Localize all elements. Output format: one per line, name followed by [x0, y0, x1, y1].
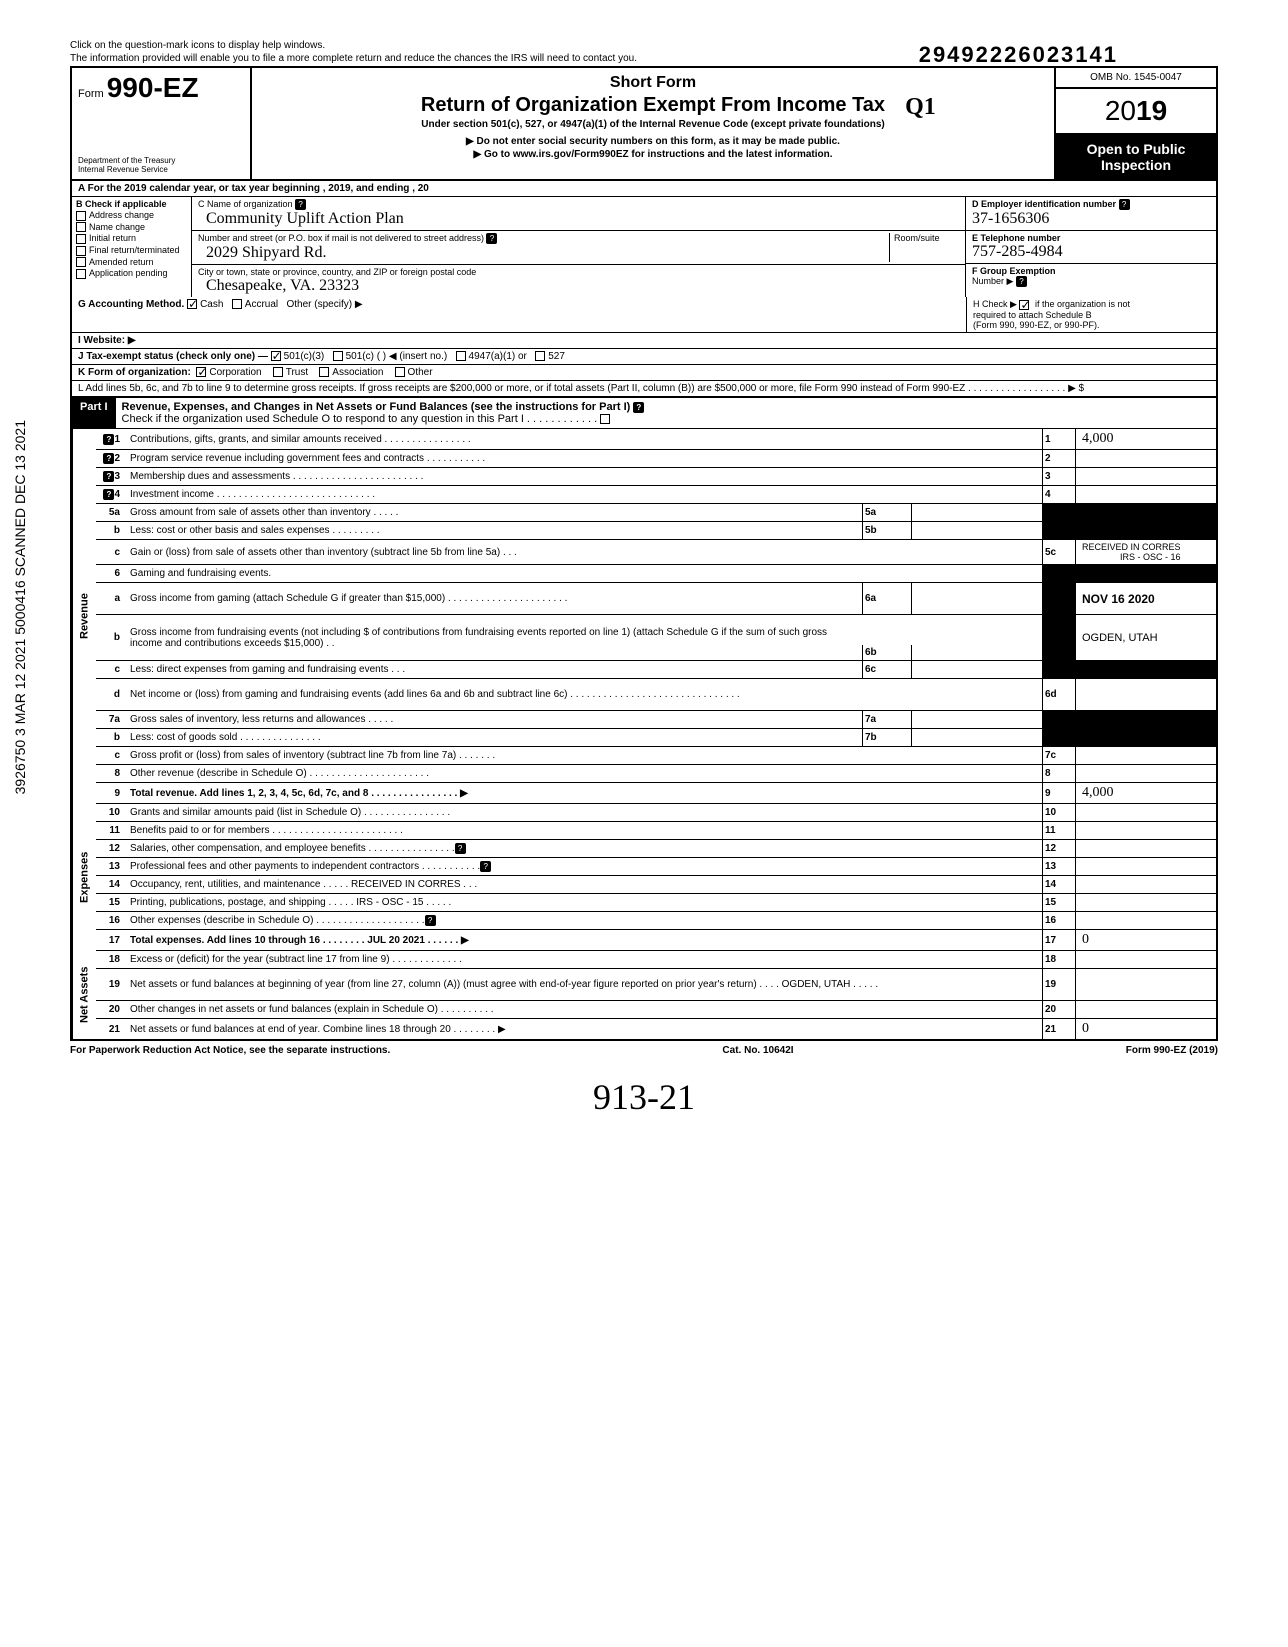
line-17: 17Total expenses. Add lines 10 through 1… [96, 930, 1216, 951]
revenue-label: Revenue [72, 429, 96, 804]
address-field[interactable]: Number and street (or P.O. box if mail i… [192, 231, 965, 265]
line-18: 18Excess or (deficit) for the year (subt… [96, 951, 1216, 969]
cb-501c3[interactable] [271, 351, 281, 361]
cb-accrual[interactable] [232, 299, 242, 309]
cb-final-return[interactable]: Final return/terminated [76, 245, 187, 256]
line-7a: 7a Gross sales of inventory, less return… [96, 711, 1216, 729]
line-9: 9 Total revenue. Add lines 1, 2, 3, 4, 5… [96, 783, 1216, 804]
document-locator-number: 29492226023141 [919, 42, 1118, 68]
city-field[interactable]: City or town, state or province, country… [192, 265, 965, 297]
hw-mark: Q1 [905, 94, 936, 121]
line-5c: c Gain or (loss) from sale of assets oth… [96, 540, 1216, 565]
cb-initial-return[interactable]: Initial return [76, 233, 187, 244]
part-1-header: Part I Revenue, Expenses, and Changes in… [70, 398, 1218, 429]
line-7c: c Gross profit or (loss) from sales of i… [96, 747, 1216, 765]
tax-year: 2019 [1056, 89, 1216, 135]
line-6c: c Less: direct expenses from gaming and … [96, 661, 1216, 679]
cb-address-change[interactable]: Address change [76, 210, 187, 221]
cb-name-change[interactable]: Name change [76, 222, 187, 233]
cb-4947[interactable] [456, 351, 466, 361]
expenses-section: Expenses 10Grants and similar amounts pa… [70, 804, 1218, 951]
line-15: 15Printing, publications, postage, and s… [96, 894, 1216, 912]
help-icon[interactable]: ? [1119, 199, 1130, 210]
cb-corporation[interactable] [196, 367, 206, 377]
row-i-website: I Website: ▶ [70, 333, 1218, 349]
line-6: 6 Gaming and fundraising events. [96, 565, 1216, 583]
form-title: Return of Organization Exempt From Incom… [262, 94, 1044, 117]
net-assets-section: Net Assets 18Excess or (deficit) for the… [70, 951, 1218, 1041]
help-icon[interactable]: ? [103, 489, 114, 500]
help-icon[interactable]: ? [103, 453, 114, 464]
row-h-schedule-b: H Check ▶ if the organization is not req… [966, 297, 1216, 332]
help-icon[interactable]: ? [1016, 276, 1027, 287]
row-k-org-form: K Form of organization: Corporation Trus… [70, 365, 1218, 381]
line-14: 14Occupancy, rent, utilities, and mainte… [96, 876, 1216, 894]
phone-field[interactable]: E Telephone number 757-285-4984 [966, 231, 1216, 264]
help-icon[interactable]: ? [295, 199, 306, 210]
line-19: 19Net assets or fund balances at beginni… [96, 969, 1216, 1001]
line-11: 11Benefits paid to or for members . . . … [96, 822, 1216, 840]
net-assets-label: Net Assets [72, 951, 96, 1039]
short-form-label: Short Form [262, 74, 1044, 92]
omb-number: OMB No. 1545-0047 [1056, 68, 1216, 89]
line-1: ? 1 Contributions, gifts, grants, and si… [96, 429, 1216, 450]
page-footer: For Paperwork Reduction Act Notice, see … [70, 1045, 1218, 1056]
ein-field[interactable]: D Employer identification number ? 37-16… [966, 197, 1216, 231]
revenue-section: Revenue ? 1 Contributions, gifts, grants… [70, 429, 1218, 804]
org-name-field[interactable]: C Name of organization ? Community Uplif… [192, 197, 965, 231]
help-icon[interactable]: ? [103, 434, 114, 445]
cb-association[interactable] [319, 367, 329, 377]
cb-cash[interactable] [187, 299, 197, 309]
cb-other[interactable] [395, 367, 405, 377]
cb-amended[interactable]: Amended return [76, 257, 187, 268]
section-b-checkboxes: B Check if applicable Address change Nam… [72, 197, 192, 297]
row-l-gross-receipts: L Add lines 5b, 6c, and 7b to line 9 to … [70, 381, 1218, 398]
help-icon[interactable]: ? [425, 915, 436, 926]
line-4: ? 4 Investment income . . . . . . . . . … [96, 486, 1216, 504]
cb-trust[interactable] [273, 367, 283, 377]
help-icon[interactable]: ? [633, 402, 644, 413]
line-21: 21Net assets or fund balances at end of … [96, 1019, 1216, 1039]
line-5a: 5a Gross amount from sale of assets othe… [96, 504, 1216, 522]
group-exemption[interactable]: F Group Exemption Number ▶ ? [966, 264, 1216, 289]
dept-treasury: Department of the Treasury Internal Reve… [78, 157, 244, 175]
line-3: ? 3 Membership dues and assessments . . … [96, 468, 1216, 486]
row-g-accounting: G Accounting Method. Cash Accrual Other … [70, 297, 1218, 333]
row-j-tax-status: J Tax-exempt status (check only one) — 5… [70, 349, 1218, 365]
cb-schedule-o[interactable] [600, 414, 610, 424]
instruction-2: ▶ Go to www.irs.gov/Form990EZ for instru… [262, 149, 1044, 160]
line-7b: b Less: cost of goods sold . . . . . . .… [96, 729, 1216, 747]
form-header: Form 990-EZ Department of the Treasury I… [70, 66, 1218, 181]
row-a-tax-year: A For the 2019 calendar year, or tax yea… [70, 181, 1218, 197]
instruction-1: ▶ Do not enter social security numbers o… [262, 136, 1044, 147]
line-8: 8 Other revenue (describe in Schedule O)… [96, 765, 1216, 783]
cb-527[interactable] [535, 351, 545, 361]
form-number: Form 990-EZ [78, 72, 244, 104]
help-icon[interactable]: ? [103, 471, 114, 482]
cb-pending[interactable]: Application pending [76, 268, 187, 279]
left-margin-stamp: 3926750 3 MAR 12 2021 5000416 SCANNED DE… [12, 420, 28, 794]
line-10: 10Grants and similar amounts paid (list … [96, 804, 1216, 822]
header-grid: B Check if applicable Address change Nam… [70, 197, 1218, 297]
line-5b: b Less: cost or other basis and sales ex… [96, 522, 1216, 540]
line-6a: a Gross income from gaming (attach Sched… [96, 583, 1216, 615]
line-16: 16Other expenses (describe in Schedule O… [96, 912, 1216, 930]
line-20: 20Other changes in net assets or fund ba… [96, 1001, 1216, 1019]
help-icon[interactable]: ? [486, 233, 497, 244]
line-2: ? 2 Program service revenue including go… [96, 450, 1216, 468]
cb-no-schedule-b[interactable] [1019, 300, 1029, 310]
stamp-date: NOV 16 2020 [1076, 583, 1216, 614]
cb-501c[interactable] [333, 351, 343, 361]
help-icon[interactable]: ? [455, 843, 466, 854]
line-6d: d Net income or (loss) from gaming and f… [96, 679, 1216, 711]
help-icon[interactable]: ? [480, 861, 491, 872]
handwritten-code: 913-21 [70, 1076, 1218, 1118]
line-13: 13Professional fees and other payments t… [96, 858, 1216, 876]
line-12: 12Salaries, other compensation, and empl… [96, 840, 1216, 858]
expenses-label: Expenses [72, 804, 96, 951]
open-public-badge: Open to Public Inspection [1056, 135, 1216, 179]
line-6b: b Gross income from fundraising events (… [96, 615, 1216, 661]
